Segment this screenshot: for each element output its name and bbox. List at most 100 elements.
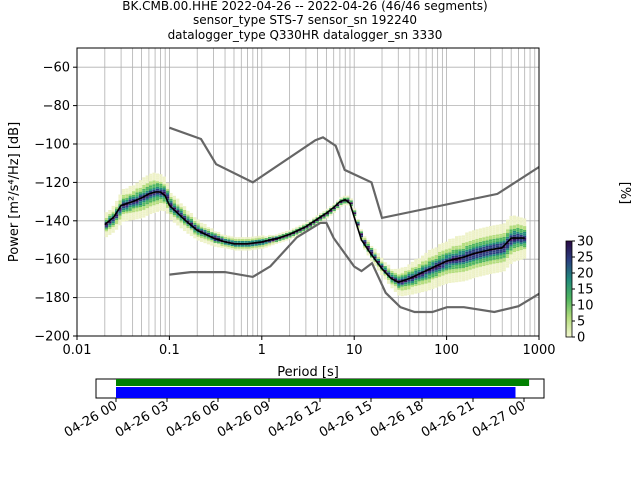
histogram-cell — [499, 254, 503, 257]
histogram-cell — [506, 258, 510, 260]
histogram-cell — [438, 269, 442, 272]
histogram-cell — [257, 239, 262, 242]
histogram-cell — [155, 208, 160, 210]
histogram-cell — [502, 267, 506, 270]
histogram-cell — [424, 252, 428, 255]
histogram-cell — [206, 240, 211, 243]
histogram-cell — [138, 216, 143, 219]
colorbar-tick-label: 25 — [577, 251, 594, 266]
histogram-cell — [509, 248, 513, 251]
histogram-cell — [489, 226, 493, 228]
histogram-cell — [176, 217, 180, 220]
histogram-cell — [438, 284, 442, 287]
histogram-cell — [472, 259, 476, 261]
histogram-cell — [346, 199, 350, 202]
histogram-cell — [438, 253, 442, 256]
colorbar-tick-label: 15 — [577, 283, 594, 298]
histogram-cell — [502, 252, 506, 254]
histogram-cell — [448, 256, 452, 259]
histogram-cell — [220, 236, 224, 239]
histogram-cell — [482, 246, 486, 249]
histogram-cell — [451, 261, 455, 264]
histogram-cell — [499, 270, 503, 273]
histogram-cell — [261, 237, 265, 240]
histogram-cell — [492, 227, 496, 230]
histogram-cell — [438, 251, 442, 254]
histogram-cell — [200, 226, 204, 229]
histogram-cell — [502, 242, 506, 245]
histogram-cell — [424, 277, 428, 280]
histogram-cell — [444, 243, 449, 246]
histogram-cell — [512, 255, 517, 258]
histogram-cell — [108, 225, 112, 228]
histogram-cell — [495, 238, 500, 241]
histogram-cell — [523, 235, 527, 238]
histogram-cell — [506, 263, 510, 266]
histogram-cell — [444, 241, 449, 244]
histogram-cell — [431, 287, 435, 289]
histogram-cell — [142, 213, 146, 216]
histogram-cell — [380, 259, 384, 262]
histogram-cell — [458, 253, 462, 255]
histogram-cell — [193, 217, 197, 220]
histogram-cell — [485, 226, 489, 229]
histogram-cell — [478, 259, 483, 262]
histogram-cell — [472, 276, 476, 279]
histogram-cell — [166, 192, 170, 195]
histogram-cell — [506, 236, 510, 239]
histogram-cell — [495, 257, 500, 260]
histogram-cell — [468, 260, 472, 263]
histogram-cell — [121, 217, 126, 220]
colorbar-gradient — [565, 240, 573, 338]
histogram-cell — [159, 199, 163, 202]
histogram-cell — [431, 279, 435, 282]
histogram-cell — [111, 213, 115, 216]
histogram-cell — [478, 241, 483, 244]
histogram-cell — [444, 281, 449, 284]
coverage-tick-label: 04-26 03 — [113, 398, 171, 440]
histogram-cell — [400, 277, 404, 279]
histogram-cell — [390, 269, 394, 271]
histogram-cell — [451, 276, 455, 279]
histogram-cell — [155, 175, 160, 178]
histogram-cell — [451, 257, 455, 260]
histogram-cell — [441, 271, 445, 274]
histogram-cell — [274, 240, 279, 243]
histogram-cell — [461, 241, 466, 243]
histogram-cell — [278, 235, 282, 238]
histogram-cell — [308, 225, 313, 228]
histogram-cell — [387, 276, 391, 279]
histogram-cell — [359, 231, 364, 234]
histogram-cell — [461, 275, 466, 278]
histogram-cell — [315, 215, 319, 218]
histogram-cell — [434, 270, 438, 273]
histogram-cell — [346, 195, 350, 198]
histogram-cell — [193, 232, 197, 235]
histogram-cell — [363, 240, 367, 242]
histogram-cell — [121, 194, 126, 197]
histogram-cell — [516, 239, 520, 242]
histogram-cell — [268, 242, 272, 245]
histogram-cell — [152, 186, 156, 189]
histogram-cell — [132, 185, 136, 188]
histogram-cell — [523, 226, 527, 228]
histogram-cell — [512, 259, 517, 262]
histogram-cell — [421, 280, 425, 283]
histogram-cell — [407, 289, 411, 292]
histogram-cell — [424, 256, 428, 259]
histogram-cell — [492, 231, 496, 233]
histogram-cell — [149, 206, 153, 209]
histogram-cell — [128, 195, 132, 198]
histogram-cell — [414, 259, 418, 262]
histogram-cell — [478, 264, 483, 267]
histogram-cell — [506, 254, 510, 257]
histogram-cell — [482, 237, 486, 240]
histogram-cell — [472, 237, 476, 240]
histogram-cell — [159, 181, 163, 184]
histogram-cell — [217, 233, 221, 236]
histogram-cell — [183, 206, 187, 209]
histogram-cell — [478, 247, 483, 250]
histogram-cell — [125, 188, 129, 191]
histogram-cell — [285, 232, 289, 235]
histogram-cell — [159, 176, 163, 179]
